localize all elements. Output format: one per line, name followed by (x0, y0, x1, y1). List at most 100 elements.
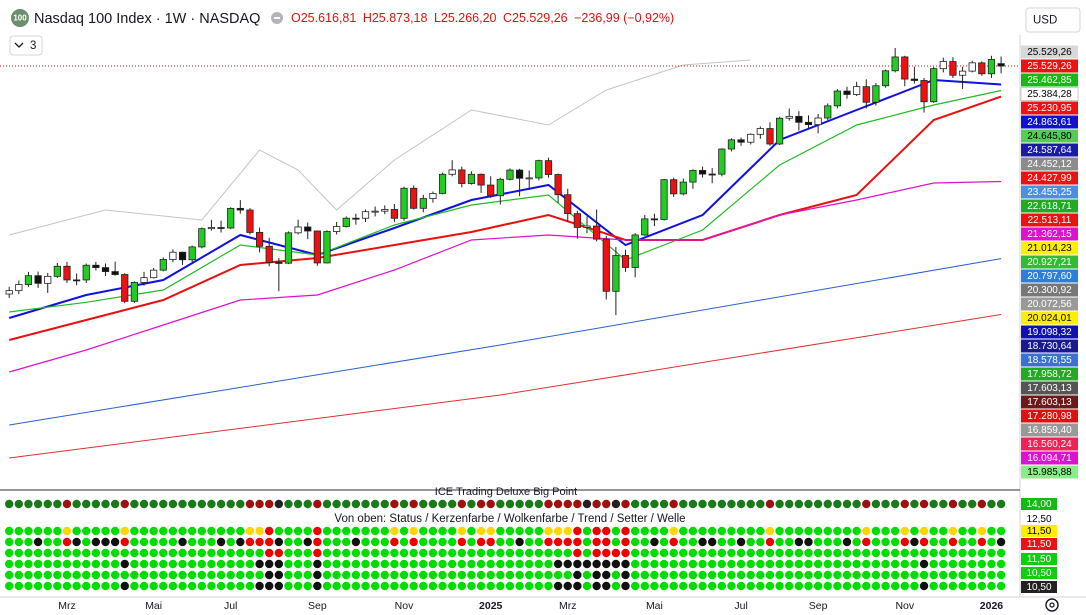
x-tick-label: 2025 (479, 600, 503, 612)
signal-dot (139, 559, 149, 569)
signal-dot (688, 548, 698, 558)
signal-dot-main (939, 499, 948, 509)
signal-dot (881, 570, 890, 580)
signal-dot (640, 526, 649, 536)
signal-dot (968, 570, 977, 580)
signal-dot-main (419, 499, 428, 509)
signal-dot (794, 559, 804, 569)
signal-dot (187, 526, 197, 536)
signal-dot (496, 570, 505, 580)
signal-dot (332, 570, 341, 580)
signal-dot (91, 526, 101, 536)
signal-dot (380, 559, 389, 569)
candle-body (458, 169, 466, 184)
signal-dot (351, 559, 361, 569)
signal-dot (621, 526, 630, 536)
signal-dot (563, 581, 572, 591)
signal-dot (707, 570, 717, 580)
signal-dot-main (794, 499, 804, 509)
settings-icon[interactable] (1045, 598, 1059, 612)
signal-dot (313, 570, 322, 580)
signal-dot (419, 548, 428, 558)
signal-dot (862, 537, 871, 547)
signal-dot (149, 526, 158, 536)
signal-dot (698, 581, 707, 591)
signal-dot (226, 537, 235, 547)
signal-dot (390, 570, 399, 580)
candle-body (997, 63, 1005, 67)
signal-dot (438, 581, 447, 591)
price-tag-label: 19.098,32 (1027, 327, 1072, 338)
signal-dot-main (216, 499, 226, 509)
signal-dot (611, 559, 621, 569)
signal-dot (996, 559, 1006, 569)
signal-dot (399, 559, 409, 569)
signal-dot (582, 548, 592, 558)
candle-body (939, 61, 947, 70)
signal-dot (813, 526, 823, 536)
signal-dot-main (958, 499, 967, 509)
indicator-toggle[interactable] (9, 35, 43, 56)
signal-dot (496, 537, 505, 547)
price-tag (1021, 311, 1078, 325)
signal-dot (351, 526, 361, 536)
signal-dot (91, 548, 101, 558)
signal-dot (785, 570, 794, 580)
signal-dot (216, 526, 226, 536)
price-tag (1021, 199, 1078, 213)
panel-tag (1021, 567, 1057, 579)
panel-tag (1021, 581, 1057, 593)
signal-dot (351, 548, 361, 558)
signal-dot (342, 548, 351, 558)
signal-dot (534, 526, 544, 536)
symbol-title[interactable]: Nasdaq 100 Index · 1W · NASDAQ (34, 11, 260, 27)
signal-dot-main (130, 499, 139, 509)
candle-body (477, 173, 485, 186)
signal-dot (679, 537, 688, 547)
price-tag-label: 18.730,64 (1027, 341, 1072, 352)
signal-dot (43, 581, 52, 591)
signal-dot (919, 537, 929, 547)
signal-dot (120, 559, 129, 569)
signal-dot-main (650, 499, 659, 509)
candle-body (525, 177, 533, 180)
signal-dot (370, 559, 380, 569)
signal-dot (476, 570, 486, 580)
signal-dot-main (727, 499, 736, 509)
candle-body (987, 59, 996, 75)
indicator-line (8, 95, 1002, 341)
price-tag (1021, 73, 1078, 87)
price-tag (1021, 297, 1078, 311)
signal-dot (621, 570, 630, 580)
signal-dot (361, 570, 370, 580)
candle-body (73, 279, 81, 282)
signal-dot (505, 526, 515, 536)
signal-dot (948, 570, 958, 580)
price-tag (1021, 185, 1078, 199)
signal-dot (525, 526, 534, 536)
signal-dot (919, 570, 929, 580)
signal-dot (679, 526, 688, 536)
price-tag (1021, 269, 1078, 283)
x-tick-label: 2026 (980, 600, 1004, 612)
signal-dot (736, 581, 746, 591)
price-tag-label: 21.014,23 (1027, 243, 1072, 254)
signal-dot-main (862, 499, 871, 509)
signal-dot (361, 581, 370, 591)
panel-tag (1021, 513, 1057, 525)
signal-dot (24, 548, 33, 558)
panel-tag (1021, 498, 1057, 510)
currency-button[interactable] (1025, 7, 1081, 33)
signal-dot (265, 537, 274, 547)
signal-dot (823, 526, 832, 536)
signal-dot (14, 537, 24, 547)
signal-dot-main (284, 499, 293, 509)
signal-dot (929, 548, 938, 558)
signal-dot-main (293, 499, 303, 509)
signal-dot (447, 537, 457, 547)
signal-dot (621, 537, 630, 547)
signal-dot (977, 548, 987, 558)
candle-body (862, 86, 870, 103)
signal-dot (727, 570, 736, 580)
signal-dot (178, 559, 187, 569)
